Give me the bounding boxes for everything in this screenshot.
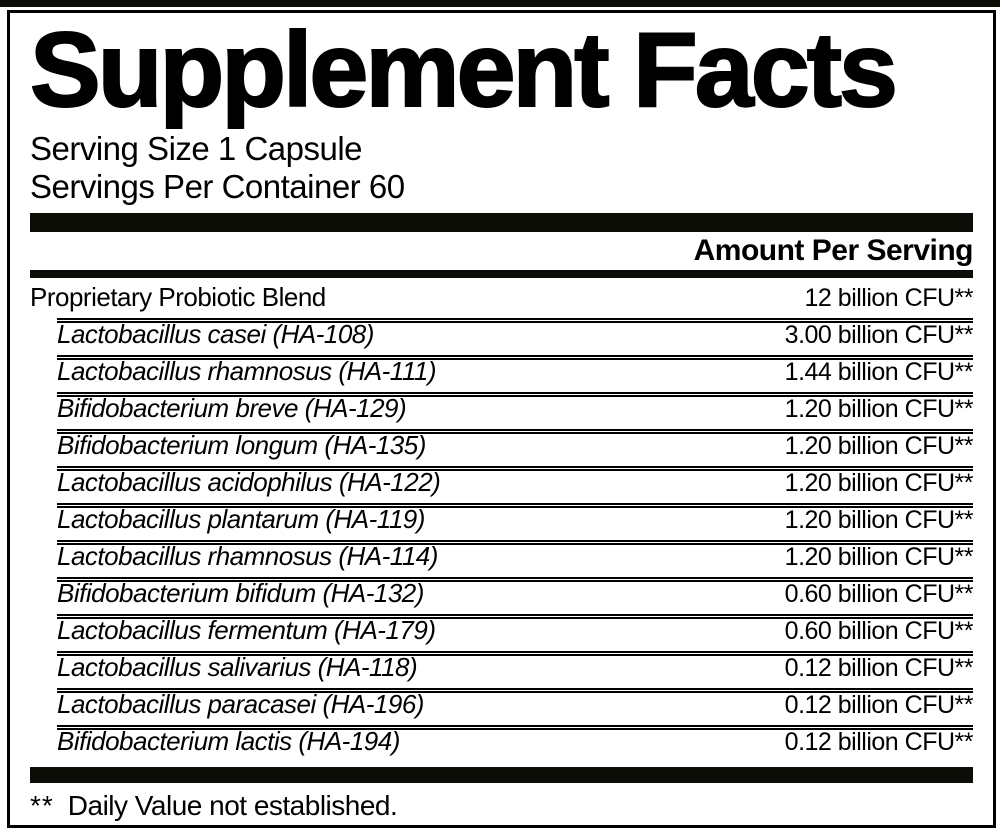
ingredient-row: Lactobacillus salivarius (HA-118) 0.12 b… — [57, 650, 974, 688]
footnote: ** Daily Value not established. — [30, 790, 973, 822]
supplement-facts-panel: Supplement Facts Serving Size 1 Capsule … — [7, 10, 996, 828]
ingredient-name: Lactobacillus rhamnosus (HA-114) — [57, 540, 438, 571]
ingredient-name: Lactobacillus paracasei (HA-196) — [57, 688, 424, 719]
ingredient-amount: 1.20 billion CFU** — [784, 505, 974, 534]
ingredient-row: Bifidobacterium longum (HA-135) 1.20 bil… — [57, 428, 974, 466]
footnote-text: Daily Value not established. — [67, 789, 398, 821]
ingredient-row: Lactobacillus casei (HA-108) 3.00 billio… — [57, 317, 974, 355]
ingredient-name: Lactobacillus rhamnosus (HA-111) — [57, 355, 437, 386]
ingredient-row: Bifidobacterium breve (HA-129) 1.20 bill… — [57, 391, 974, 429]
ingredient-row: Lactobacillus paracasei (HA-196) 0.12 bi… — [57, 687, 974, 725]
header-rule — [30, 269, 973, 278]
ingredient-name: Lactobacillus acidophilus (HA-122) — [57, 466, 441, 497]
ingredient-amount: 1.44 billion CFU** — [784, 357, 974, 386]
amount-per-serving-header: Amount Per Serving — [693, 233, 974, 267]
panel-title: Supplement Facts — [29, 11, 899, 129]
ingredient-row: Lactobacillus plantarum (HA-119) 1.20 bi… — [57, 502, 974, 540]
ingredient-name: Bifidobacterium lactis (HA-194) — [57, 725, 400, 756]
ingredient-row: Bifidobacterium bifidum (HA-132) 0.60 bi… — [57, 576, 974, 614]
top-black-strip — [0, 0, 1000, 7]
ingredient-amount: 1.20 billion CFU** — [784, 542, 974, 571]
section-bar-top — [30, 212, 973, 232]
ingredient-row: Lactobacillus fermentum (HA-179) 0.60 bi… — [57, 613, 974, 651]
ingredient-row: Lactobacillus acidophilus (HA-122) 1.20 … — [57, 465, 974, 503]
ingredient-amount: 12 billion CFU** — [804, 283, 974, 312]
ingredient-amount: 0.60 billion CFU** — [784, 616, 974, 645]
ingredient-amount: 0.12 billion CFU** — [784, 653, 974, 682]
ingredient-amount: 1.20 billion CFU** — [784, 468, 974, 497]
ingredient-row: Bifidobacterium lactis (HA-194) 0.12 bil… — [57, 724, 974, 762]
servings-per-container-line: Servings Per Container 60 — [30, 167, 405, 205]
serving-size-line: Serving Size 1 Capsule — [30, 129, 363, 167]
ingredient-amount: 3.00 billion CFU** — [784, 320, 974, 349]
ingredient-table: Proprietary Probiotic Blend 12 billion C… — [30, 278, 974, 762]
ingredient-row: Proprietary Probiotic Blend 12 billion C… — [30, 278, 974, 318]
ingredient-amount: 1.20 billion CFU** — [784, 394, 974, 423]
ingredient-row: Lactobacillus rhamnosus (HA-111) 1.44 bi… — [57, 354, 974, 392]
ingredient-amount: 0.12 billion CFU** — [784, 690, 974, 719]
ingredient-amount: 1.20 billion CFU** — [784, 431, 974, 460]
ingredient-name: Bifidobacterium longum (HA-135) — [57, 429, 426, 460]
ingredient-name: Lactobacillus plantarum (HA-119) — [57, 503, 425, 534]
footnote-marker: ** — [30, 789, 54, 821]
ingredient-name: Proprietary Probiotic Blend — [30, 281, 326, 312]
ingredient-row: Lactobacillus rhamnosus (HA-114) 1.20 bi… — [57, 539, 974, 577]
ingredient-amount: 0.12 billion CFU** — [784, 727, 974, 756]
section-bar-bottom — [30, 766, 973, 783]
ingredient-name: Lactobacillus salivarius (HA-118) — [57, 651, 418, 682]
ingredient-amount: 0.60 billion CFU** — [784, 579, 974, 608]
ingredient-name: Bifidobacterium breve (HA-129) — [57, 392, 407, 423]
ingredient-name: Lactobacillus fermentum (HA-179) — [57, 614, 436, 645]
ingredient-name: Bifidobacterium bifidum (HA-132) — [57, 577, 424, 608]
ingredient-name: Lactobacillus casei (HA-108) — [57, 318, 374, 349]
